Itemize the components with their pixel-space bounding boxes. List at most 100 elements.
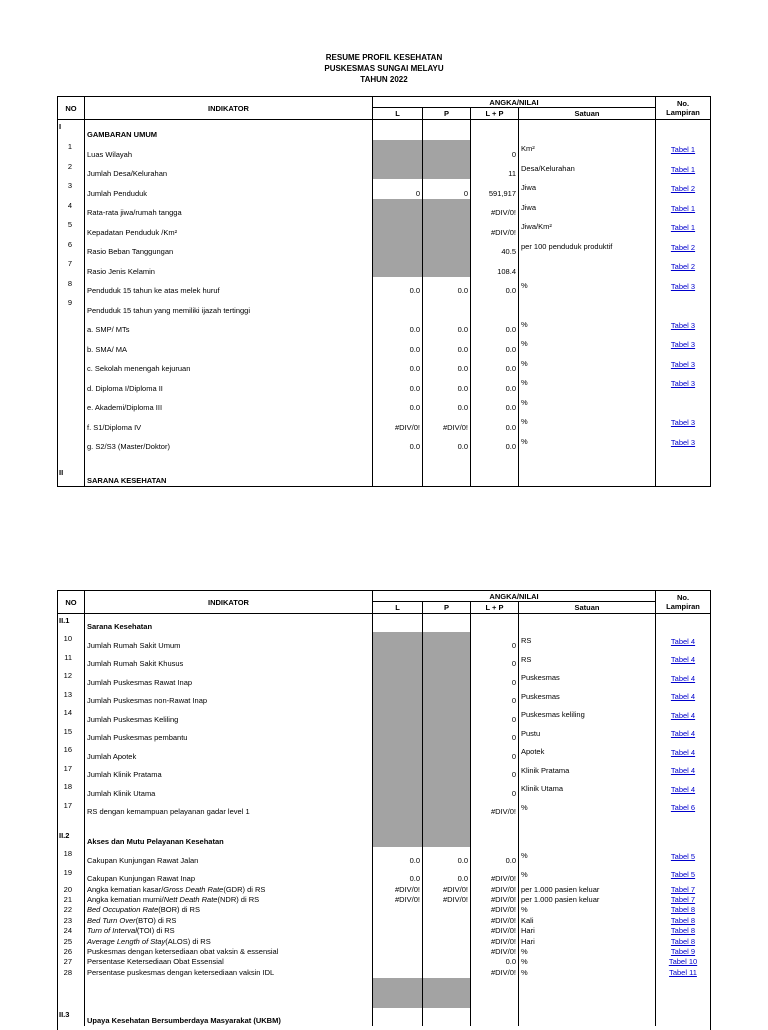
lampiran-link[interactable]: Tabel 7 (670, 895, 696, 905)
value-lp: 0 (471, 140, 519, 160)
value-p (423, 159, 471, 179)
indicator-label-text: Angka kematian kasar/ (87, 884, 164, 894)
lampiran-link[interactable]: Tabel 9 (670, 947, 696, 957)
satuan-label: Pustu (519, 724, 656, 743)
lampiran-link[interactable]: Tabel 1 (670, 203, 696, 213)
lampiran-link[interactable]: Tabel 11 (669, 967, 697, 977)
satuan-label: % (519, 967, 656, 978)
lampiran-cell: Tabel 4 (656, 669, 710, 688)
value-l (373, 140, 423, 160)
row-number: 26 (58, 946, 85, 957)
lampiran-link[interactable]: Tabel 4 (670, 784, 696, 794)
indicator-label-text: (BOR) di RS (158, 905, 200, 915)
satuan-label: RS (519, 650, 656, 669)
value-p (423, 977, 471, 1008)
lampiran-cell: Tabel 4 (656, 651, 710, 670)
lampiran-link[interactable]: Tabel 2 (670, 262, 696, 272)
value-lp: 0.0 (471, 374, 519, 394)
value-lp: 11 (471, 159, 519, 179)
lampiran-link[interactable]: Tabel 7 (670, 884, 696, 894)
value-lp: 0 (471, 650, 519, 669)
indicator-label-text: Penduduk 15 tahun yang memiliki ijazah t… (87, 305, 251, 315)
table-row: 2 Jumlah Desa/Kelurahan 11 Desa/Kelurahan Ta… (58, 159, 710, 179)
row-number: 13 (58, 687, 85, 706)
lampiran-link[interactable]: Tabel 4 (670, 710, 696, 720)
lampiran-link[interactable]: Tabel 3 (670, 437, 696, 447)
lampiran-link[interactable]: Tabel 6 (670, 803, 696, 813)
lampiran-link[interactable]: Tabel 4 (670, 747, 696, 757)
value-p (423, 780, 471, 799)
value-p (423, 120, 471, 140)
col-header-lampiran-line1: No. (676, 99, 690, 108)
value-l (373, 706, 423, 725)
lampiran-link[interactable]: Tabel 5 (670, 851, 696, 861)
value-p (423, 1007, 471, 1026)
lampiran-link[interactable]: Tabel 10 (668, 957, 698, 967)
value-l: #DIV/0! (373, 894, 423, 905)
row-number: 2 (58, 159, 85, 179)
lampiran-link[interactable]: Tabel 3 (670, 340, 696, 350)
lampiran-link[interactable]: Tabel 1 (670, 223, 696, 233)
lampiran-link[interactable]: Tabel 4 (670, 655, 696, 665)
satuan-label (519, 817, 656, 829)
lampiran-cell: Tabel 4 (656, 725, 710, 744)
row-number: 17 (58, 798, 85, 817)
lampiran-link[interactable]: Tabel 3 (670, 418, 696, 428)
value-p: 0.0 (423, 276, 471, 296)
value-lp (471, 817, 519, 829)
lampiran-link[interactable]: Tabel 2 (670, 184, 696, 194)
value-l: 0.0 (373, 354, 423, 374)
indicator-label-text: (ALOS) di RS (165, 936, 211, 946)
lampiran-link[interactable]: Tabel 4 (670, 673, 696, 683)
spacer-row (58, 452, 710, 466)
lampiran-link[interactable]: Tabel 4 (670, 692, 696, 702)
lampiran-link[interactable]: Tabel 8 (670, 905, 696, 915)
title-line-2: PUSKESMAS SUNGAI MELAYU (324, 64, 444, 73)
col-header-l: L (373, 602, 423, 613)
lampiran-link[interactable]: Tabel 3 (670, 320, 696, 330)
satuan-label: Klinik Pratama (519, 761, 656, 780)
value-lp (471, 452, 519, 466)
table-row: 17 Jumlah Klinik Pratama 0 Klinik Pratama Ta… (58, 761, 710, 780)
satuan-label: Desa/Kelurahan (519, 159, 656, 179)
value-lp (471, 296, 519, 316)
lampiran-link[interactable]: Tabel 5 (670, 870, 696, 880)
lampiran-link[interactable]: Tabel 8 (670, 926, 696, 936)
satuan-label (519, 296, 656, 316)
value-p (423, 237, 471, 257)
value-p: #DIV/0! (423, 894, 471, 905)
indicator-label-text: Penduduk 15 tahun ke atas melek huruf (87, 286, 220, 295)
indicator-label: e. Akademi/Diploma III (85, 393, 373, 413)
table-section-2: NO INDIKATOR ANGKA/NILAI L P L + P Satua… (57, 590, 711, 1030)
lampiran-link[interactable]: Tabel 8 (670, 915, 696, 925)
value-lp: 0.0 (471, 276, 519, 296)
row-number: 1 (58, 140, 85, 160)
indicator-label-text: Cakupan Kunjungan Rawat Jalan (87, 855, 199, 865)
value-p (423, 614, 471, 632)
lampiran-link[interactable]: Tabel 3 (670, 379, 696, 389)
value-p (423, 452, 471, 466)
lampiran-link[interactable]: Tabel 1 (670, 145, 696, 155)
table-row: 26 Puskesmas dengan ketersediaan obat vak… (58, 946, 710, 957)
table-row: d. Diploma I/Diploma II 0.0 0.0 0.0% Tabel 3 (58, 374, 710, 394)
lampiran-link[interactable]: Tabel 4 (670, 636, 696, 646)
value-l: 0.0 (373, 315, 423, 335)
indicator-label-text: RS dengan kemampuan pelayanan gadar leve… (87, 807, 250, 816)
indicator-label-text: Jumlah Penduduk (87, 188, 148, 198)
value-l (373, 614, 423, 632)
lampiran-link[interactable]: Tabel 8 (670, 936, 696, 946)
value-l (373, 296, 423, 316)
lampiran-link[interactable]: Tabel 1 (670, 164, 696, 174)
satuan-label: Km² (519, 140, 656, 160)
lampiran-link[interactable]: Tabel 4 (670, 766, 696, 776)
col-header-lp: L + P (471, 108, 519, 119)
lampiran-link[interactable]: Tabel 3 (670, 359, 696, 369)
lampiran-link[interactable]: Tabel 3 (670, 281, 696, 291)
value-p (423, 218, 471, 238)
value-p: 0.0 (423, 393, 471, 413)
value-lp: 0.0 (471, 354, 519, 374)
lampiran-link[interactable]: Tabel 2 (670, 242, 696, 252)
indicator-label: Angka kematian kasar/Gross Death Rate (G… (85, 884, 373, 895)
value-p (423, 915, 471, 926)
lampiran-link[interactable]: Tabel 4 (670, 729, 696, 739)
